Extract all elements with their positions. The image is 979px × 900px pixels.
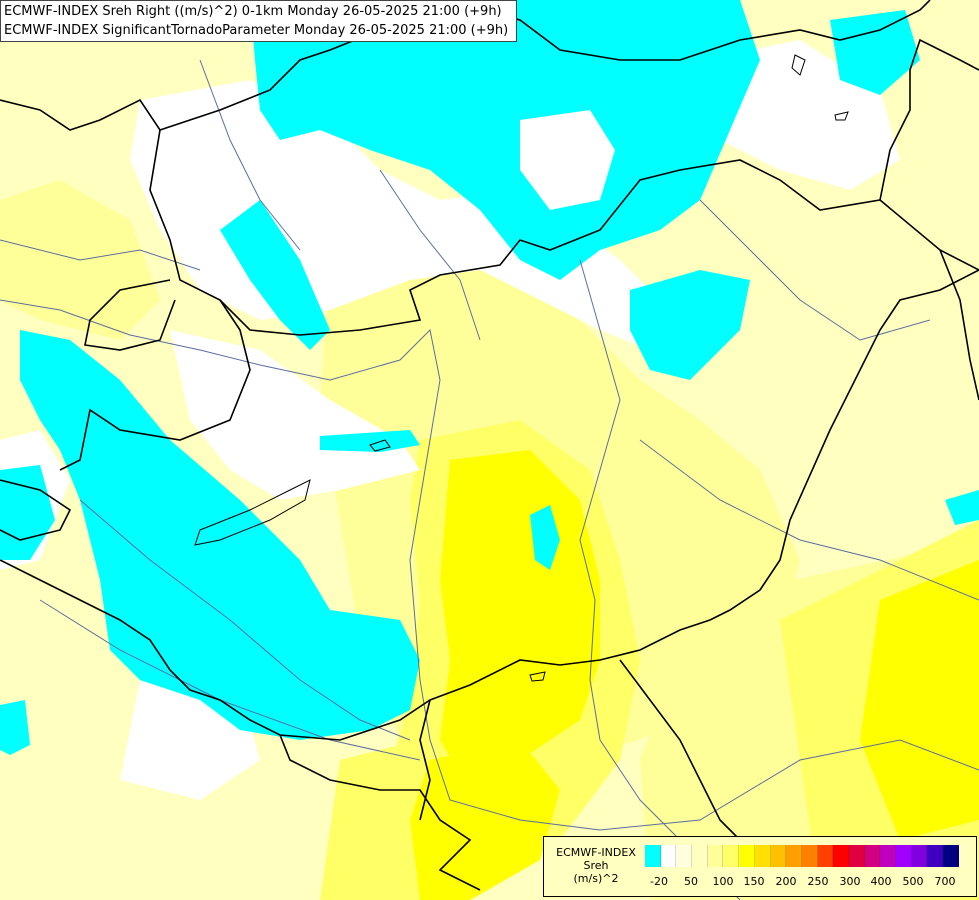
river-east-2 (639, 439, 979, 601)
legend-swatch (676, 845, 693, 867)
lake-center (529, 671, 546, 682)
field-cyan-center-small (530, 505, 560, 570)
legend-tick-label: 700 (934, 875, 956, 888)
field-cyan-east-edge (945, 490, 979, 525)
field-cyan-north-hole (520, 110, 615, 210)
color-legend: ECMWF-INDEX Sreh (m/s)^2 -20 50 100 150 200 2… (543, 836, 977, 897)
legend-swatch (739, 845, 755, 867)
border-slovenia (0, 479, 72, 541)
legend-tick-label: 50 (684, 875, 698, 888)
legend-tick-label: 500 (902, 875, 924, 888)
legend-swatch (817, 845, 834, 867)
field-cyan-strip (220, 200, 330, 350)
border-romania-serbia (619, 659, 741, 841)
river-drava (79, 499, 411, 741)
map-title-line-1: ECMWF-INDEX Sreh Right ((m/s)^2) 0-1km M… (4, 4, 502, 19)
legend-swatch (833, 845, 849, 867)
legend-swatch (723, 845, 740, 867)
lake-small-north (369, 439, 391, 452)
lakes (194, 54, 849, 682)
border-austria-west (84, 279, 176, 351)
lake-northeast (791, 54, 806, 76)
legend-swatch (911, 845, 928, 867)
legend-swatch (896, 845, 912, 867)
legend-tick-label: -20 (650, 875, 668, 888)
legend-swatch (707, 845, 724, 867)
field-cyan-southwest (0, 700, 30, 755)
legend-swatch (927, 845, 944, 867)
river-north-1 (199, 59, 301, 251)
field-yellow-southwest (320, 740, 440, 900)
field-cyan-east-blob (630, 270, 750, 380)
border-hungary-west (59, 299, 251, 471)
rivers (0, 59, 979, 900)
legend-swatch (864, 845, 881, 867)
legend-swatch (848, 845, 865, 867)
legend-tick-label: 200 (775, 875, 797, 888)
legend-ticks: -20 50 100 150 200 250 300 400 500 700 (645, 875, 975, 891)
river-east-1 (699, 199, 931, 341)
legend-title: ECMWF-INDEX Sreh (m/s)^2 (546, 846, 646, 885)
lake-east (834, 111, 849, 121)
legend-swatch (943, 845, 959, 867)
legend-tick-label: 300 (839, 875, 861, 888)
border-moldova (939, 249, 979, 401)
legend-tick-label: 250 (807, 875, 829, 888)
field-cyan-lake (320, 430, 420, 452)
river-danube (0, 299, 979, 831)
field-white-band (170, 330, 420, 500)
border-east (879, 38, 979, 201)
legend-title-line-2: Sreh (583, 859, 609, 872)
field-bright-yellow-core (440, 450, 600, 790)
legend-swatch (801, 845, 818, 867)
legend-swatch (880, 845, 896, 867)
field-cyan-north (250, 0, 760, 280)
border-czech-austria (0, 98, 979, 336)
legend-swatch (786, 845, 802, 867)
border-hungary-south (0, 269, 979, 741)
border-slovakia-poland (159, 0, 931, 131)
legend-swatch (645, 845, 661, 867)
legend-tick-label: 150 (743, 875, 765, 888)
legend-swatch (754, 845, 771, 867)
river-tisza (579, 259, 621, 741)
map-title-line-2: ECMWF-INDEX SignificantTornadoParameter … (4, 23, 509, 38)
legend-swatch (770, 845, 787, 867)
legend-swatch (692, 845, 708, 867)
border-serbia (419, 699, 431, 821)
legend-swatches (645, 845, 959, 867)
legend-title-line-3: (m/s)^2 (573, 872, 619, 885)
legend-tick-label: 400 (870, 875, 892, 888)
legend-title-line-1: ECMWF-INDEX (556, 846, 636, 859)
legend-swatch (660, 845, 677, 867)
field-bright-yellow-south (410, 740, 560, 900)
river-west-1 (0, 239, 201, 271)
field-cyan-west (20, 330, 420, 740)
legend-tick-label: 100 (712, 875, 734, 888)
river-north-2 (379, 169, 481, 341)
border-croatia-bosnia (279, 734, 481, 891)
lake-balaton (194, 479, 311, 546)
field-cyan-northeast (830, 10, 920, 95)
map-title-box: ECMWF-INDEX Sreh Right ((m/s)^2) 0-1km M… (0, 0, 517, 42)
field-bright-yellow-east (860, 560, 979, 840)
